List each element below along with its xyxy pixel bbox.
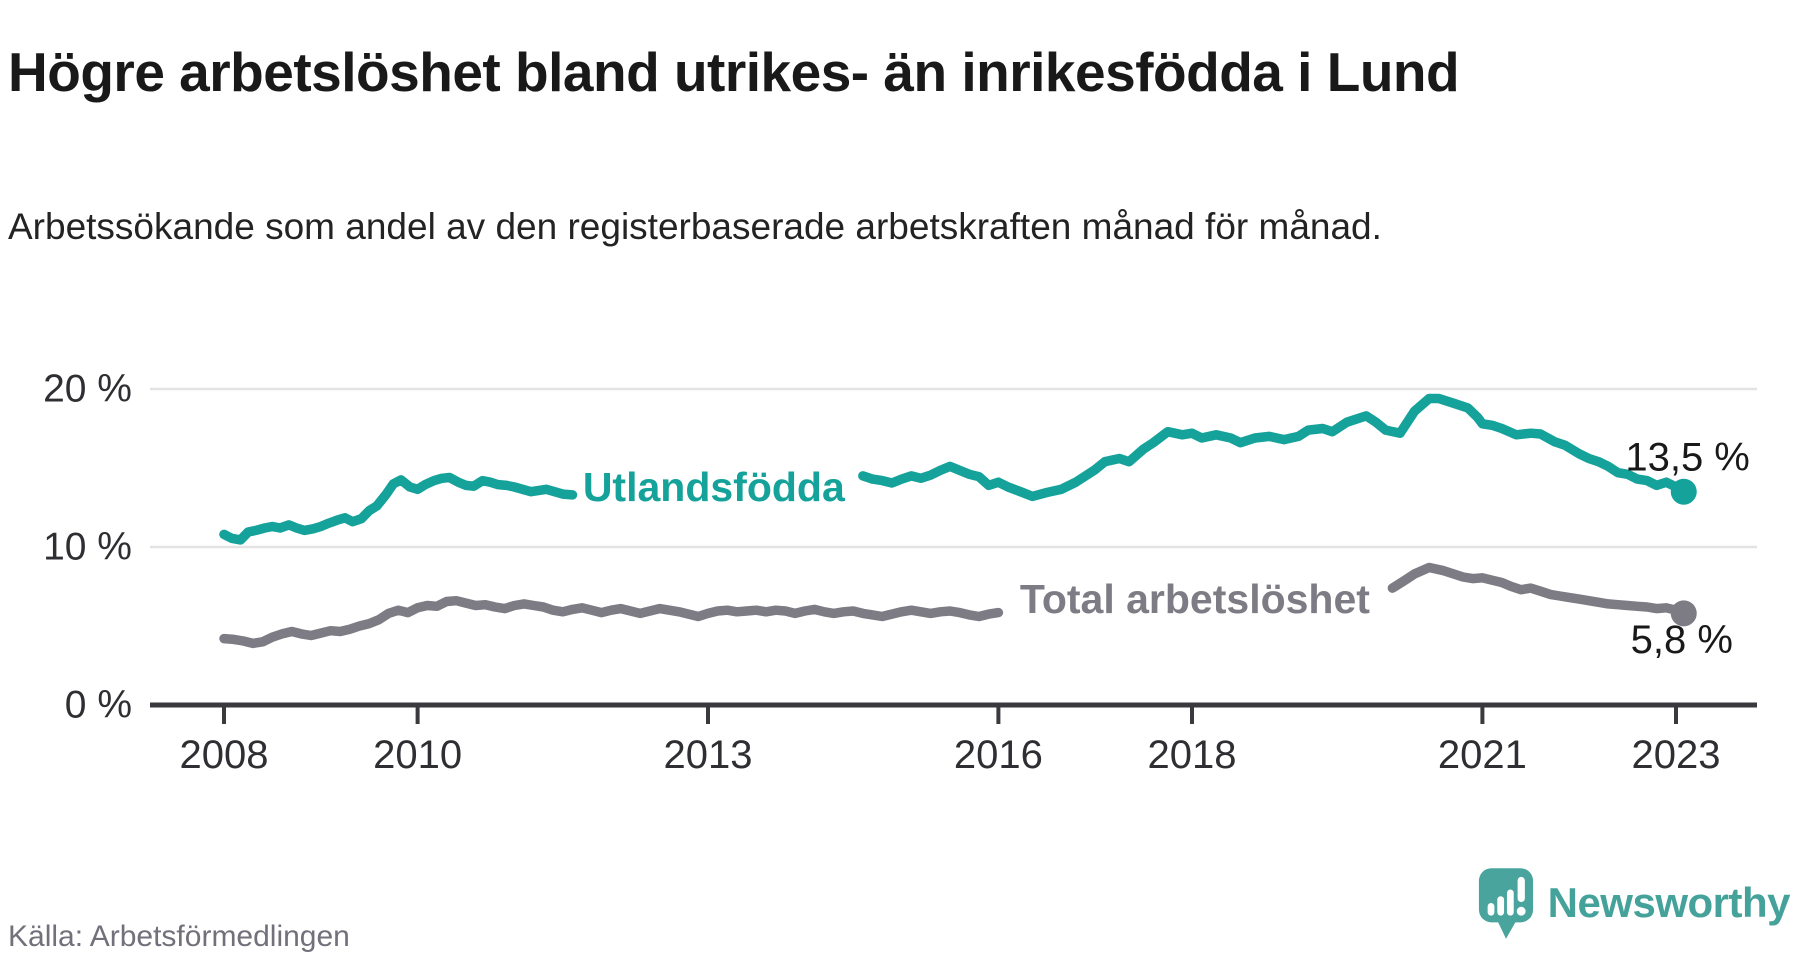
series-line-total [219,595,1004,649]
series-end-dot-total [1670,600,1697,627]
x-tick-label: 2018 [1148,733,1237,777]
series-end-value-total: 5,8 % [1631,618,1733,662]
newsworthy-branding: Newsworthy [1477,866,1791,940]
page-title: Högre arbetslöshet bland utrikes- än inr… [8,40,1460,103]
x-tick-label: 2013 [664,733,753,777]
series-label-total: Total arbetslöshet [1020,576,1370,622]
x-tick-label: 2008 [180,733,269,777]
x-tick-label: 2016 [954,733,1043,777]
series-label-utlandsfodda: Utlandsfödda [583,464,846,510]
y-tick-label: 10 % [43,526,132,569]
series-end-dot-utlandsfodda [1670,478,1697,505]
y-tick-label: 0 % [65,684,132,727]
series-line-utlandsfodda [219,472,578,545]
series-line-utlandsfodda [858,393,1689,502]
chart-subtitle: Arbetssökande som andel av den registerb… [8,206,1382,247]
series-end-value-utlandsfodda: 13,5 % [1625,436,1750,480]
series-line-total [1387,562,1689,619]
newsworthy-speech-bubble-chart-icon [1478,868,1533,939]
y-tick-label: 20 % [43,368,132,411]
x-tick-label: 2021 [1438,733,1527,777]
source-note: Källa: Arbetsförmedlingen [8,920,350,953]
brand-name: Newsworthy [1547,879,1791,926]
x-tick-label: 2023 [1632,733,1721,777]
x-tick-label: 2010 [373,733,462,777]
